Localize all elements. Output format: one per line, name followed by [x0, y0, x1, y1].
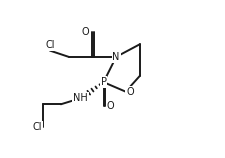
- Text: Cl: Cl: [33, 122, 42, 132]
- Text: O: O: [81, 27, 88, 37]
- Text: O: O: [106, 101, 113, 111]
- Text: P: P: [100, 77, 106, 87]
- Text: O: O: [126, 87, 133, 97]
- Text: NH: NH: [73, 93, 88, 103]
- Text: N: N: [112, 52, 119, 62]
- Text: Cl: Cl: [45, 40, 54, 50]
